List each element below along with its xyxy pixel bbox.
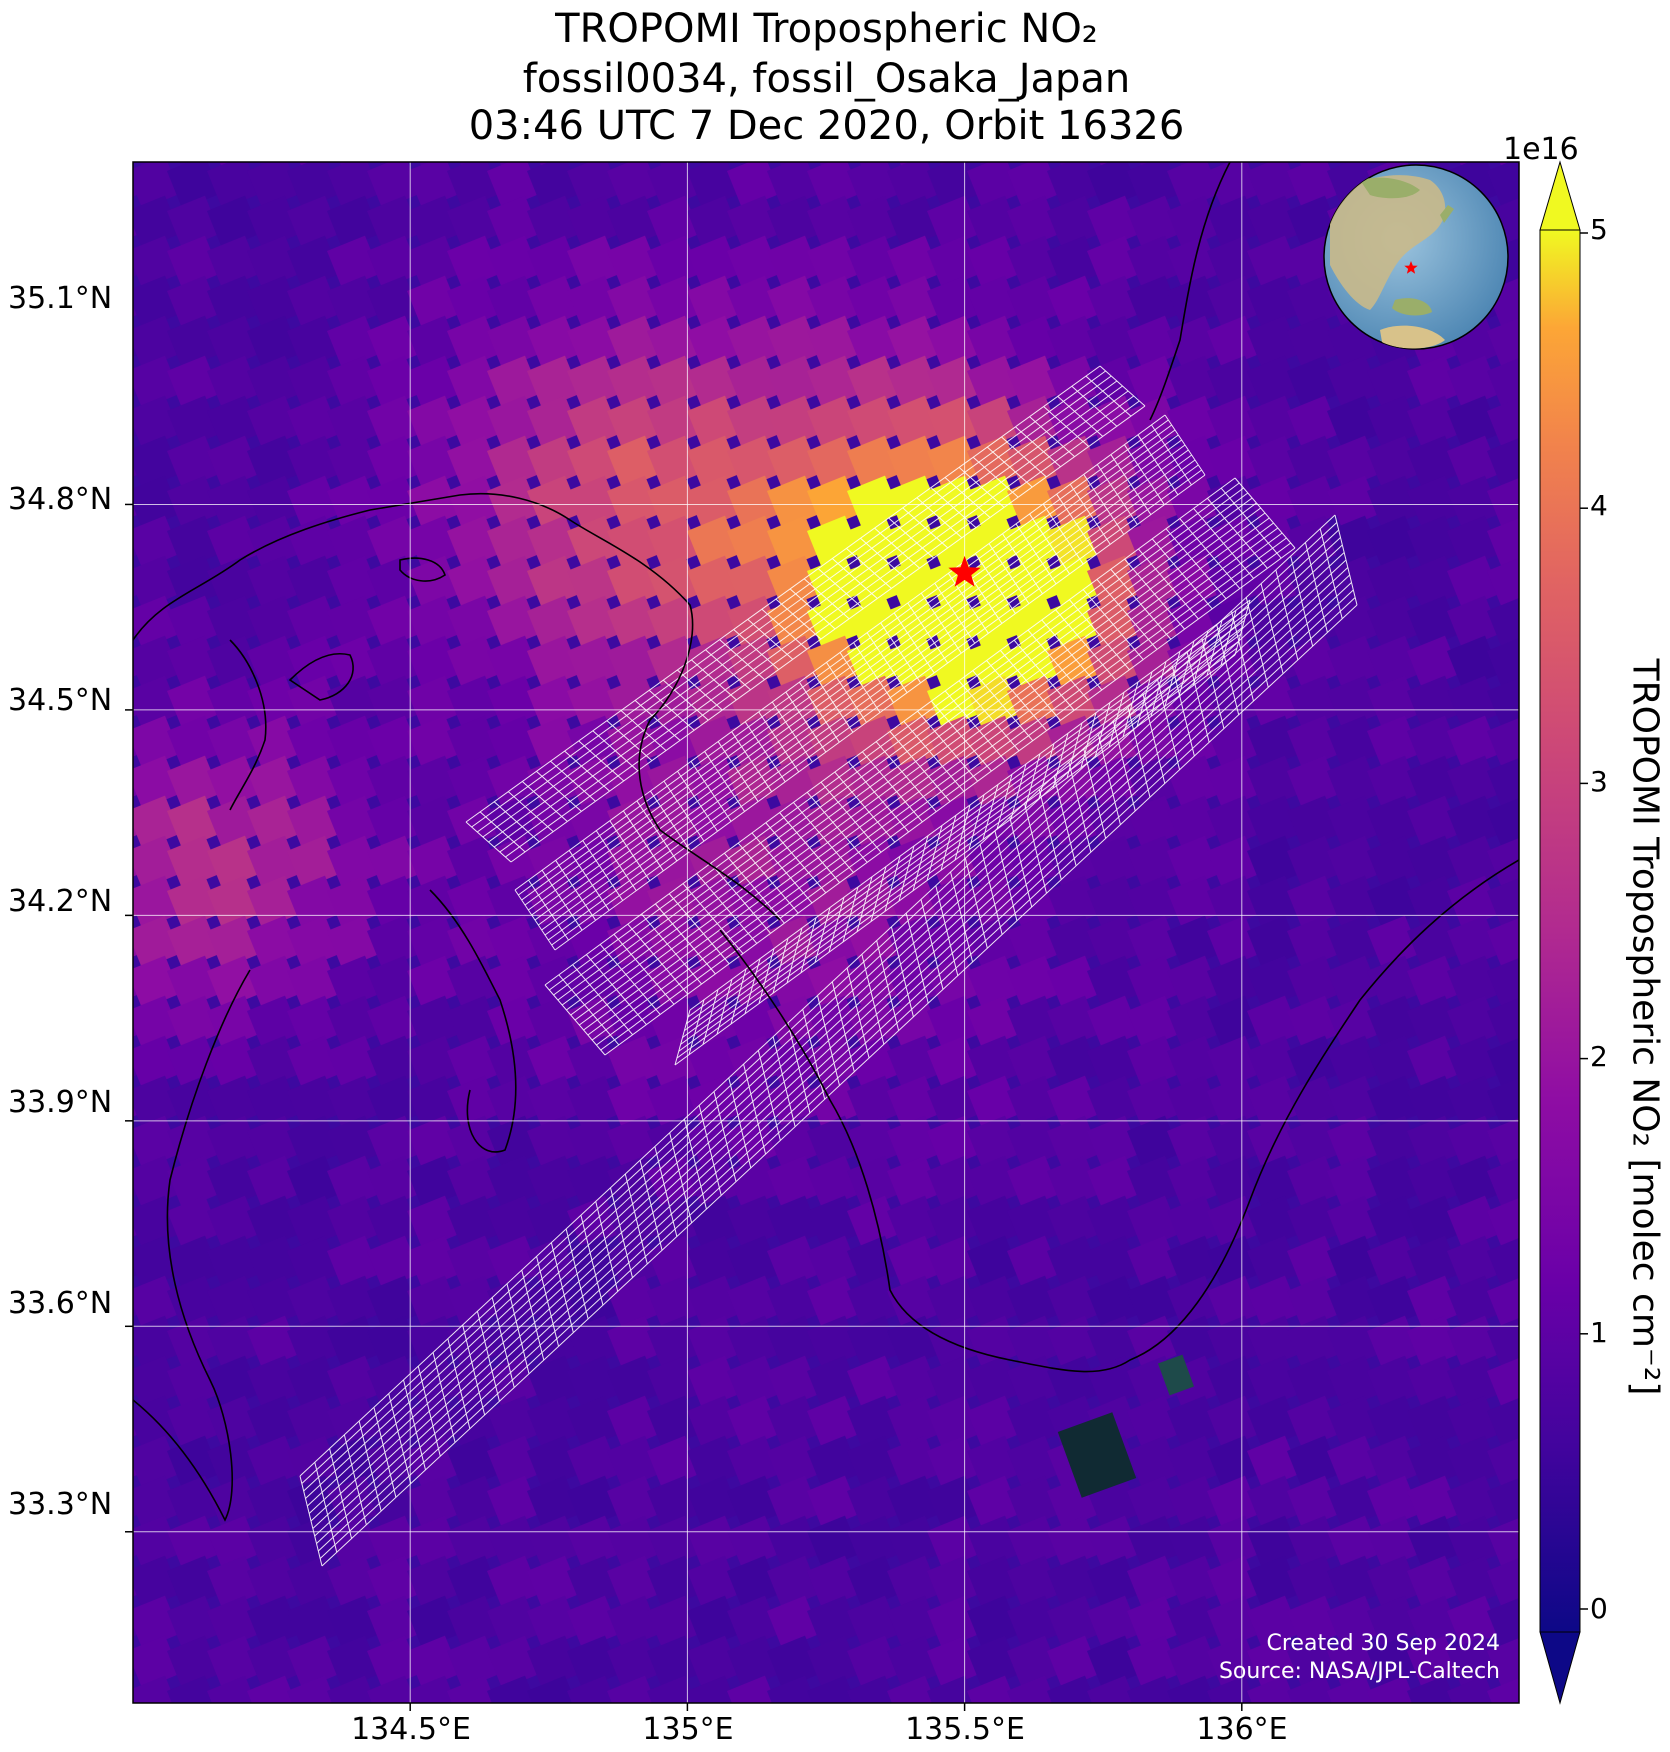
lat-tick-label: 34.2°N bbox=[8, 884, 113, 919]
colorbar-tick-label: 1 bbox=[1590, 1316, 1608, 1349]
colorbar-tick-label: 0 bbox=[1590, 1592, 1608, 1625]
lat-tick-label: 33.6°N bbox=[8, 1286, 113, 1321]
dark-patch bbox=[1057, 1412, 1137, 1498]
lat-tick-label: 34.8°N bbox=[8, 482, 113, 517]
colorbar-tick-label: 5 bbox=[1590, 213, 1608, 246]
target-star-icon bbox=[948, 555, 981, 587]
coastline bbox=[133, 162, 1519, 1522]
lat-tick-label: 34.5°N bbox=[8, 683, 113, 718]
colorbar-tick-label: 3 bbox=[1590, 765, 1608, 798]
colorbar-exponent: 1e16 bbox=[1503, 132, 1579, 167]
inset-marker-icon bbox=[1404, 261, 1418, 274]
lon-tick-label: 135.5°E bbox=[905, 1712, 1025, 1747]
title-line-2: fossil0034, fossil_Osaka_Japan bbox=[522, 56, 1131, 102]
credit-text: Created 30 Sep 2024 Source: NASA/JPL-Cal… bbox=[1219, 1630, 1500, 1686]
credit-source: Source: NASA/JPL-Caltech bbox=[1218, 1659, 1500, 1684]
colorbar bbox=[1539, 160, 1588, 1705]
lon-tick-label: 136°E bbox=[1196, 1712, 1288, 1747]
lon-tick-label: 134.5°E bbox=[351, 1712, 471, 1747]
title-line-3: 03:46 UTC 7 Dec 2020, Orbit 16326 bbox=[468, 103, 1185, 149]
lon-tick-label: 135°E bbox=[642, 1712, 734, 1747]
footprint-grids bbox=[299, 365, 1358, 1567]
title-line-1: TROPOMI Tropospheric NO₂ bbox=[555, 6, 1098, 52]
lat-tick-label: 33.9°N bbox=[8, 1085, 113, 1120]
dark-patch-small bbox=[1157, 1354, 1195, 1396]
lat-tick-label: 35.1°N bbox=[8, 281, 113, 316]
gridlines bbox=[133, 162, 1519, 1703]
inset-globe-icon bbox=[1323, 164, 1509, 350]
credit-created: Created 30 Sep 2024 bbox=[1266, 1631, 1501, 1656]
lat-tick-label: 33.3°N bbox=[8, 1487, 113, 1522]
map-frame bbox=[132, 161, 1520, 1704]
axis-tick-marks bbox=[125, 503, 1243, 1711]
colorbar-tick-label: 2 bbox=[1590, 1040, 1608, 1073]
colorbar-tick-label: 4 bbox=[1590, 489, 1608, 522]
colorbar-label: TROPOMI Tropospheric NO₂ [molec cm⁻²] bbox=[1624, 658, 1666, 1396]
